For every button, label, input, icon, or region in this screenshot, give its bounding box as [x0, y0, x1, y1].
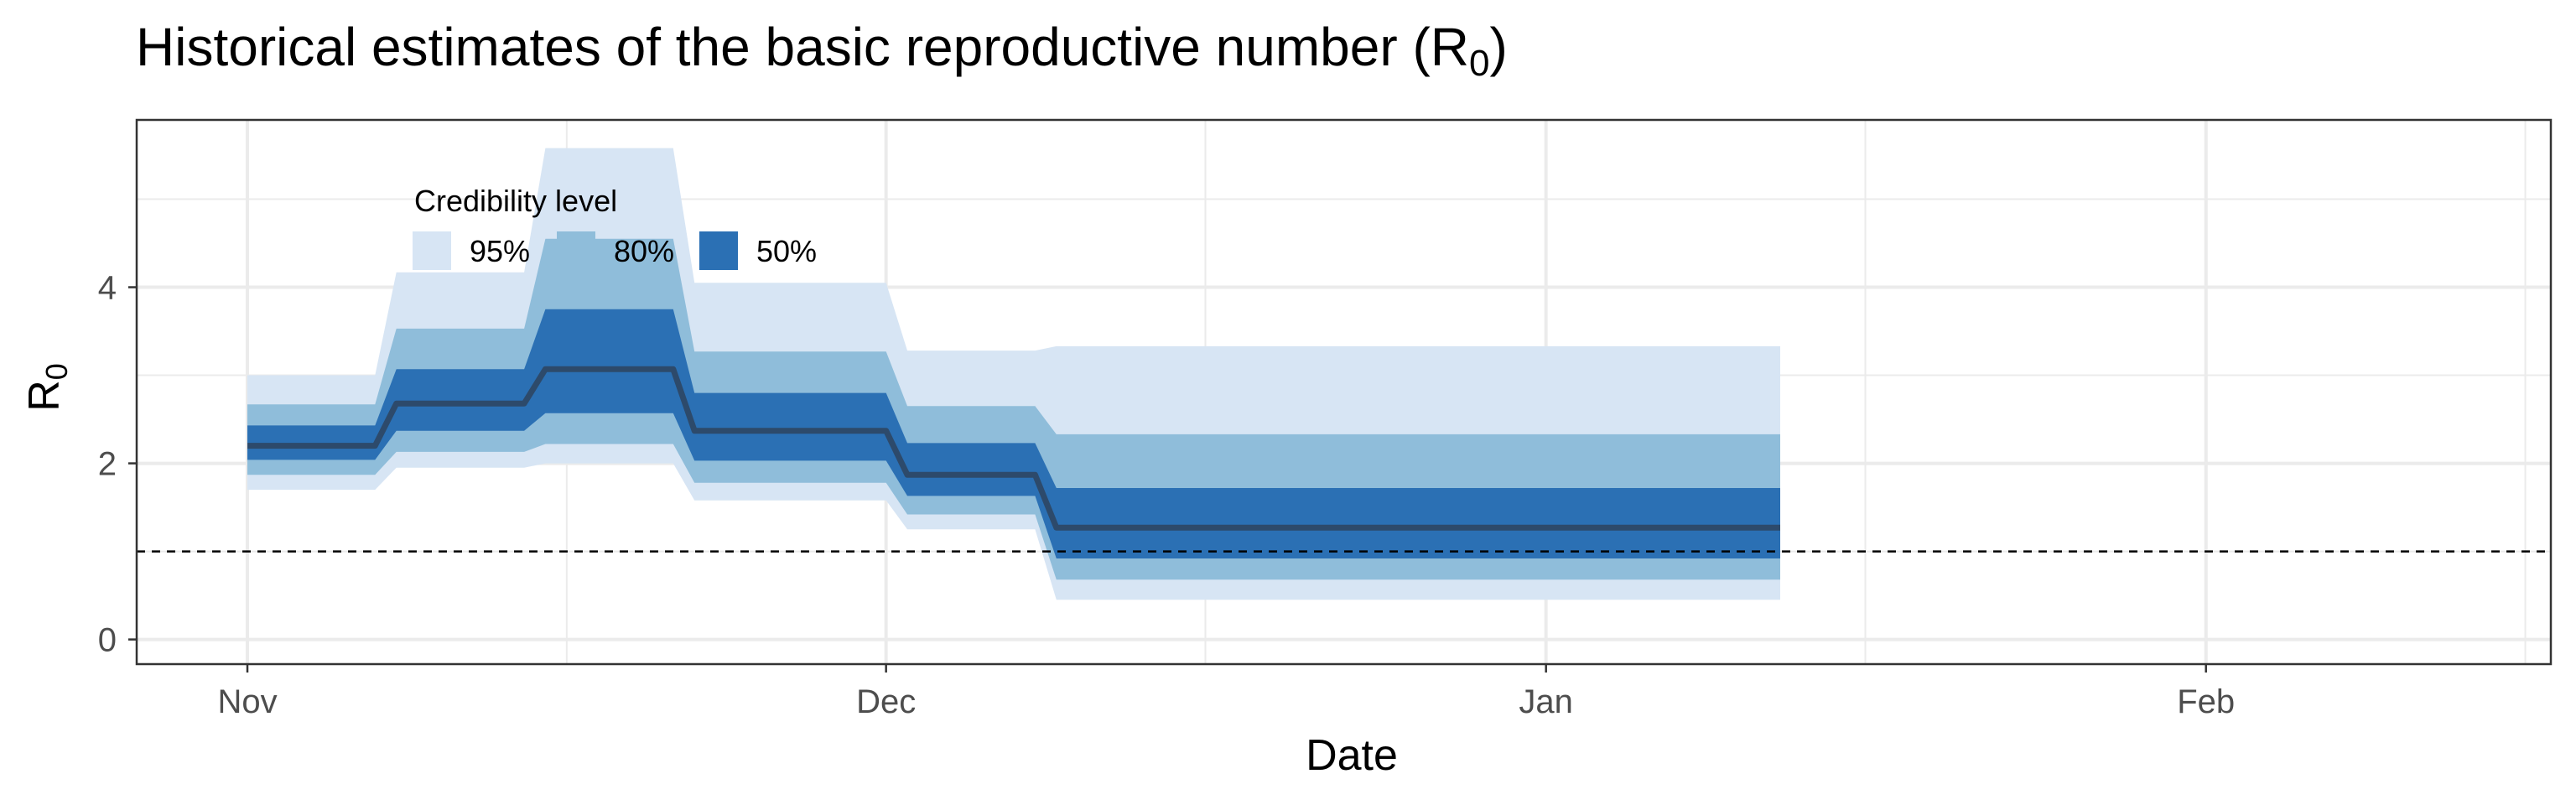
x-axis-title: Date: [1306, 731, 1398, 780]
legend-key-ci95: [413, 231, 451, 270]
y-tick-label: 2: [98, 446, 117, 483]
y-tick-label: 4: [98, 270, 117, 307]
chart-title: Historical estimates of the basic reprod…: [136, 17, 1508, 84]
chart-title-main: Historical estimates of the basic reprod…: [136, 17, 1469, 77]
x-tick-label: Feb: [2177, 683, 2235, 720]
legend-title: Credibility level: [414, 184, 617, 218]
legend: Credibility level 95% 80% 50%: [413, 184, 817, 270]
legend-label-ci95: 95%: [470, 234, 530, 268]
plot-area: 0 2 4 Nov Dec Jan Feb: [98, 118, 2553, 720]
y-axis-title-group: R0: [20, 363, 74, 412]
x-tick-label: Nov: [217, 683, 277, 720]
x-tick-label: Dec: [856, 683, 916, 720]
median-line: [247, 366, 1780, 531]
legend-label-ci50: 50%: [756, 234, 817, 268]
y-tick-label: 0: [98, 622, 117, 659]
legend-key-ci80: [557, 231, 595, 270]
legend-items: 95% 80% 50%: [413, 231, 817, 270]
chart-title-suffix: ): [1489, 17, 1507, 77]
x-tick-label: Jan: [1519, 683, 1573, 720]
panel-border: [135, 118, 2553, 666]
y-axis-title: R0: [20, 363, 74, 412]
legend-key-ci50: [699, 231, 738, 270]
legend-label-ci80: 80%: [614, 234, 674, 268]
y-axis-title-subscript: 0: [39, 363, 74, 380]
chart-title-subscript: 0: [1469, 43, 1489, 84]
y-axis-title-main: R: [20, 380, 69, 412]
